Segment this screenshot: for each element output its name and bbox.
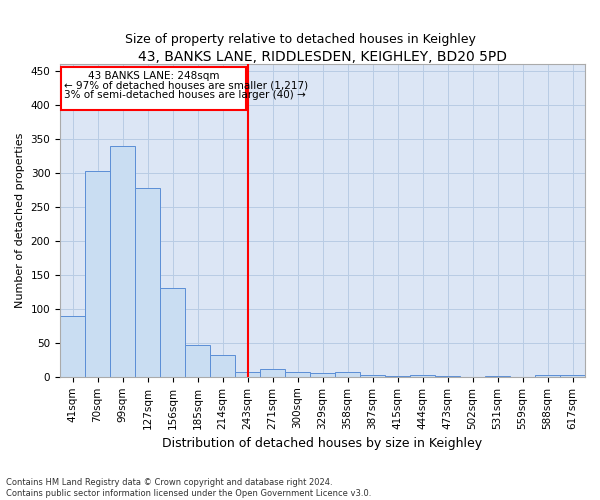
Y-axis label: Number of detached properties: Number of detached properties [15, 132, 25, 308]
Bar [310, 374, 335, 377]
Bar [410, 376, 435, 377]
Text: Contains HM Land Registry data © Crown copyright and database right 2024.
Contai: Contains HM Land Registry data © Crown c… [6, 478, 371, 498]
Bar [160, 288, 185, 377]
Bar [260, 370, 285, 377]
Bar [235, 372, 260, 377]
Bar [560, 375, 585, 377]
Bar [210, 355, 235, 377]
Bar [535, 375, 560, 377]
Bar [135, 188, 160, 377]
Bar [60, 316, 85, 377]
Bar [435, 376, 460, 377]
Bar [485, 376, 510, 377]
Bar [360, 375, 385, 377]
Text: ← 97% of detached houses are smaller (1,217): ← 97% of detached houses are smaller (1,… [64, 80, 308, 90]
Bar [285, 372, 310, 377]
Text: 3% of semi-detached houses are larger (40) →: 3% of semi-detached houses are larger (4… [64, 90, 305, 100]
Text: Size of property relative to detached houses in Keighley: Size of property relative to detached ho… [125, 32, 475, 46]
X-axis label: Distribution of detached houses by size in Keighley: Distribution of detached houses by size … [163, 437, 482, 450]
Bar [85, 171, 110, 377]
Bar [61, 68, 246, 110]
Title: 43, BANKS LANE, RIDDLESDEN, KEIGHLEY, BD20 5PD: 43, BANKS LANE, RIDDLESDEN, KEIGHLEY, BD… [138, 50, 507, 64]
Bar [335, 372, 360, 377]
Bar [110, 146, 135, 377]
Bar [385, 376, 410, 377]
Bar [185, 345, 210, 377]
Text: 43 BANKS LANE: 248sqm: 43 BANKS LANE: 248sqm [88, 71, 219, 81]
